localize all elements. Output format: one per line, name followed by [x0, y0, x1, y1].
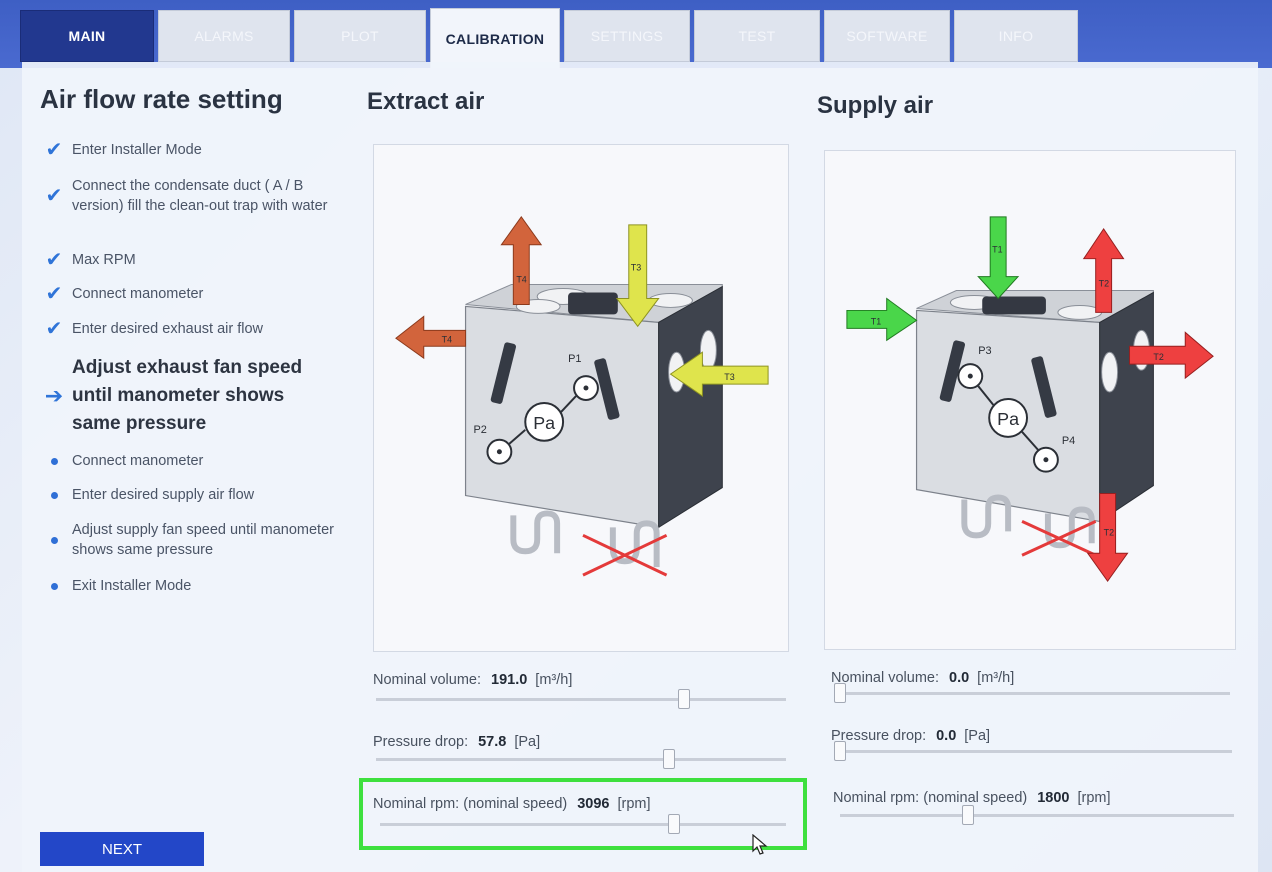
step-item: ✔ Connect the condensate duct ( A / B ve…: [36, 176, 334, 216]
param-label: Nominal volume:: [831, 670, 939, 686]
step-label: Exit Installer Mode: [72, 578, 192, 594]
param-value: 0.0: [936, 728, 957, 744]
step-item: ✔ Enter Installer Mode: [36, 140, 334, 160]
extract-volume-readout: Nominal volume: 191.0 [m³/h]: [373, 672, 572, 688]
param-label: Nominal rpm: (nominal speed): [373, 796, 568, 812]
arrow-label: T4: [516, 275, 526, 285]
tab-bar: MAIN ALARMS PLOT CALIBRATION SETTINGS TE…: [0, 0, 1272, 68]
supply-title: Supply air: [817, 92, 934, 119]
tab-alarms[interactable]: ALARMS: [158, 10, 290, 62]
step-label: Max RPM: [72, 252, 136, 268]
param-value: 191.0: [491, 672, 528, 688]
step-label: Connect manometer: [72, 453, 204, 469]
param-unit: [rpm]: [1077, 790, 1111, 806]
supply-pressure-slider[interactable]: [834, 741, 1232, 761]
arrow-label: T2: [1153, 352, 1163, 362]
arrow-label: T3: [724, 372, 734, 382]
bullet-icon: [50, 491, 58, 499]
bullet-icon: [50, 582, 58, 590]
supply-rpm-slider[interactable]: [840, 805, 1234, 825]
step-item: Adjust supply fan speed until manometer …: [36, 520, 334, 560]
step-item: Exit Installer Mode: [36, 576, 334, 596]
step-label: Enter desired supply air flow: [72, 487, 255, 503]
supply-volume-slider[interactable]: [834, 683, 1230, 703]
param-value: 1800: [1037, 790, 1070, 806]
arrow-label: T2: [1104, 527, 1114, 537]
param-value: 3096: [577, 796, 610, 812]
step-label: Connect manometer: [72, 286, 204, 302]
check-icon: ✔: [45, 139, 63, 161]
slider-thumb[interactable]: [834, 741, 846, 761]
port-label: P1: [568, 353, 581, 365]
check-icon: ✔: [45, 185, 63, 207]
check-icon: ✔: [45, 318, 63, 340]
param-label: Pressure drop:: [373, 734, 469, 750]
extract-pressure-readout: Pressure drop: 57.8 [Pa]: [373, 734, 540, 750]
slider-thumb[interactable]: [662, 749, 675, 769]
extract-pressure-slider[interactable]: [376, 749, 786, 769]
check-icon: ✔: [45, 283, 63, 305]
step-label: Adjust exhaust fan speed until manometer…: [72, 357, 303, 434]
step-item-current: ➔ Adjust exhaust fan speed until manomet…: [36, 354, 334, 438]
step-item: Connect manometer: [36, 451, 334, 471]
manometer-label: Pa: [533, 413, 555, 433]
next-button[interactable]: NEXT: [40, 832, 204, 866]
slider-thumb[interactable]: [678, 689, 691, 709]
step-label: Enter desired exhaust air flow: [72, 321, 264, 337]
tab-settings[interactable]: SETTINGS: [564, 10, 690, 62]
tab-main[interactable]: MAIN: [20, 10, 154, 62]
port-label: P2: [474, 424, 487, 436]
param-unit: [Pa]: [514, 734, 541, 750]
supply-rpm-readout: Nominal rpm: (nominal speed) 1800 [rpm]: [833, 790, 1111, 806]
arrow-label: T3: [631, 263, 641, 273]
supply-pressure-readout: Pressure drop: 0.0 [Pa]: [831, 728, 990, 744]
param-label: Nominal rpm: (nominal speed): [833, 790, 1028, 806]
step-label: Adjust supply fan speed until manometer …: [72, 522, 334, 558]
rpm-highlight-frame: [359, 778, 807, 850]
manometer-label: Pa: [997, 409, 1019, 429]
port-label: P4: [1062, 435, 1075, 447]
arrow-label: T2: [1099, 279, 1109, 289]
port-label: P3: [978, 345, 991, 357]
extract-rpm-slider[interactable]: [380, 814, 786, 834]
slider-thumb[interactable]: [962, 805, 975, 825]
step-item: ✔ Enter desired exhaust air flow: [36, 319, 334, 339]
supply-air-diagram: Pa P3 P4 T1 T2 T1 T2 T2: [824, 150, 1236, 650]
param-unit: [m³/h]: [535, 672, 573, 688]
slider-thumb[interactable]: [834, 683, 846, 703]
param-value: 57.8: [478, 734, 507, 750]
param-value: 0.0: [949, 670, 970, 686]
bullet-icon: [50, 536, 58, 544]
check-icon: ✔: [45, 249, 63, 271]
extract-air-diagram: Pa P1 P2 T4 T3 T4 T3: [373, 144, 789, 652]
arrow-label: T1: [871, 316, 881, 326]
arrow-right-icon: ➔: [44, 383, 64, 408]
page-title: Air flow rate setting: [40, 84, 283, 114]
tab-calibration[interactable]: CALIBRATION: [430, 8, 560, 68]
mouse-cursor-icon: [752, 834, 768, 855]
param-unit: [rpm]: [617, 796, 651, 812]
slider-thumb[interactable]: [667, 814, 680, 834]
extract-rpm-readout: Nominal rpm: (nominal speed) 3096 [rpm]: [373, 796, 651, 812]
extract-title: Extract air: [367, 88, 485, 115]
step-item: Enter desired supply air flow: [36, 485, 334, 505]
tab-test[interactable]: TEST: [694, 10, 820, 62]
bullet-icon: [50, 457, 58, 465]
arrow-label: T1: [992, 245, 1002, 255]
param-label: Nominal volume:: [373, 672, 481, 688]
param-unit: [m³/h]: [977, 670, 1015, 686]
tab-plot[interactable]: PLOT: [294, 10, 426, 62]
step-label: Enter Installer Mode: [72, 142, 202, 158]
extract-volume-slider[interactable]: [376, 689, 786, 709]
param-label: Pressure drop:: [831, 728, 927, 744]
step-item: ✔ Connect manometer: [36, 284, 334, 304]
step-item: ✔ Max RPM: [36, 250, 334, 270]
tab-info[interactable]: INFO: [954, 10, 1078, 62]
tab-software[interactable]: SOFTWARE: [824, 10, 950, 62]
step-label: Connect the condensate duct ( A / B vers…: [72, 178, 328, 214]
supply-volume-readout: Nominal volume: 0.0 [m³/h]: [831, 670, 1014, 686]
param-unit: [Pa]: [964, 728, 991, 744]
arrow-label: T4: [442, 334, 452, 344]
